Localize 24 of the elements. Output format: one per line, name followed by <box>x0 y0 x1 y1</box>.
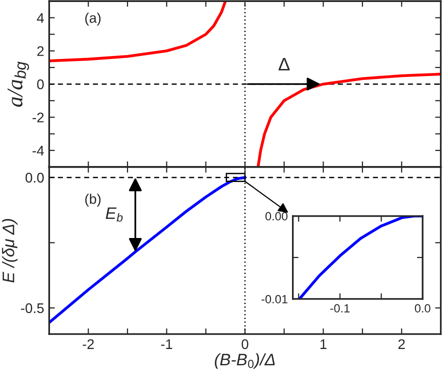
line-series <box>49 1 227 62</box>
x-axis-title: (B-B$_{0}$)/Δ <box>214 353 275 369</box>
y-tick-label: 2 <box>37 46 44 56</box>
annotation: (b) <box>85 194 101 207</box>
x-tick-label: -0.1 <box>330 304 350 312</box>
x-tick-label: -2 <box>82 339 94 349</box>
y-tick-label: 4 <box>36 13 44 23</box>
y-tick-label: 0.00 <box>265 212 288 220</box>
y-axis-title: a/a$_{bg}$ <box>8 62 30 107</box>
y-tick-label: -0.01 <box>262 294 288 304</box>
line-series <box>256 72 441 168</box>
y-tick-label: -0.5 <box>21 303 44 314</box>
x-tick-label: 2 <box>398 339 405 349</box>
annotation: Δ <box>278 58 290 70</box>
annotation: E$_{b}$ <box>106 207 123 222</box>
y-tick-label: -2 <box>32 112 44 122</box>
annotation: (a) <box>85 12 101 26</box>
y-tick-label: 0.0 <box>26 172 44 183</box>
y-tick-label: -4 <box>32 146 44 156</box>
x-tick-label: 1 <box>320 339 326 349</box>
y-tick-label: 0 <box>37 79 44 90</box>
y-axis-title: E /(δμ Δ) <box>2 218 18 283</box>
x-tick-label: -1 <box>161 339 172 349</box>
x-tick-label: 0 <box>242 339 248 350</box>
